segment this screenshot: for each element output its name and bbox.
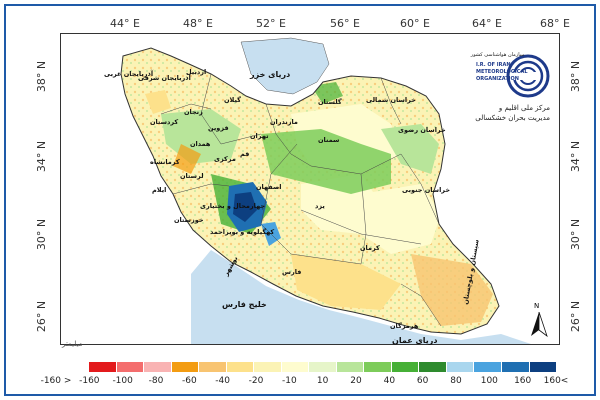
legend-label: 20 [350,376,362,386]
province-label: مرکزی [214,155,236,163]
legend-bar [88,362,557,372]
legend-swatch [170,362,199,372]
legend-swatch [418,362,446,372]
legend-label: 40 [383,376,396,386]
province-label: سمنان [318,136,340,144]
logo-emblem-icon [506,54,550,98]
province-label: لرستان [180,172,204,180]
lat-tick: 34° N [569,140,583,173]
lat-tick: 30° N [569,218,583,251]
logo-fa-line1: مرکز ملی اقلیم و [498,104,550,112]
province-label: قزوین [208,124,229,132]
logo-en-line2: METEOROLOGICAL [476,69,528,75]
province-label: گیلان [224,96,241,104]
legend-swatch [473,362,501,372]
legend-label: -160 [79,376,100,386]
legend-labels: -160 > -160 -100 -80 -60 -40 -20 -10 10 20 40 60 80 1… [38,376,578,390]
province-label: همدان [190,140,211,148]
province-label: ایلام [152,186,167,194]
logo-fa-line2: مدیریت بحران خشکسالی [475,114,550,122]
persian-gulf-label: خلیج فارس [222,300,267,309]
legend-swatch [198,362,226,372]
north-arrow-icon [531,312,548,338]
lon-tick: 68° E [540,17,570,30]
iran-precip-map [61,34,559,344]
legend-label: 160< [543,376,569,386]
north-arrow: N [530,302,548,338]
province-label: یزد [315,202,325,210]
legend-swatch [253,362,281,372]
legend-label: -60 [181,376,197,386]
legend-label: -160 > [40,376,72,386]
lon-tick: 64° E [472,17,502,30]
province-label: هرمزگان [390,322,419,330]
province-label: خراسان شمالی [366,96,416,104]
lon-tick: 56° E [330,17,360,30]
legend-swatch [335,362,364,372]
province-label: خراسان رضوی [398,126,446,134]
legend-swatch [143,362,171,372]
lon-tick: 48° E [183,17,213,30]
province-label: کهگیلویه و بویراحمد [210,228,275,236]
legend-label: 80 [450,376,462,386]
legend-swatch [280,362,309,372]
caspian-sea-label: دریای خزر [250,70,291,79]
meteorological-organization-logo: I.R. OF IRAN METEOROLOGICAL ORGANIZATION… [470,50,554,130]
province-label: فارس [282,268,302,276]
legend-swatch [363,362,391,372]
province-label: اصفهان [256,183,282,191]
legend-swatch [308,362,336,372]
legend-label: -20 [248,376,264,386]
logo-fa-top: سازمان هواشناسی کشور [470,52,524,58]
legend-swatch [500,362,529,372]
legend-label: 160 [514,376,532,386]
lat-tick: 38° N [35,60,49,93]
lat-tick: 26° N [35,300,49,333]
north-label: N [534,302,540,310]
legend-label: 60 [416,376,429,386]
lon-tick: 52° E [256,17,286,30]
legend-swatch [528,362,557,372]
province-label: آذربایجان شرقی [138,74,191,82]
lat-tick: 34° N [35,140,49,173]
scale-unit-label: میلیمتر [62,340,83,348]
legend-label: -10 [281,376,297,386]
legend-label: -80 [148,376,164,386]
province-label: زنجان [184,108,203,116]
province-label: خراسان جنوبی [402,186,451,194]
province-label: آذربایجان غربی [104,70,154,78]
lat-tick: 26° N [569,300,583,333]
legend-label: 100 [480,376,498,386]
province-label: کردستان [150,118,179,126]
province-label: گلستان [318,98,342,106]
legend-swatch [225,362,254,372]
province-label: چهارمحال و بختیاری [200,202,266,210]
logo-en-line1: I.R. OF IRAN [476,62,511,68]
legend-label: 10 [316,376,329,386]
lat-tick: 38° N [569,60,583,93]
province-label: اردبیل [186,68,207,76]
legend-label: -40 [215,376,231,386]
legend-swatch [115,362,144,372]
legend-label: -100 [112,376,133,386]
province-label: کرمان [360,244,380,252]
lon-tick: 44° E [110,17,140,30]
legend-swatch [88,362,116,372]
lat-tick: 30° N [35,218,49,251]
logo-en-line3: ORGANIZATION [476,76,519,82]
legend-swatch [445,362,474,372]
province-label: خوزستان [174,216,204,224]
province-label: مازندران [270,118,298,126]
lon-tick: 60° E [400,17,430,30]
oman-sea-label: دریای عمان [392,336,438,345]
map-panel [60,33,560,345]
province-label: قم [240,150,250,158]
province-label: تهران [250,132,269,140]
province-label: کرمانشاه [150,158,180,166]
legend-swatch [390,362,419,372]
